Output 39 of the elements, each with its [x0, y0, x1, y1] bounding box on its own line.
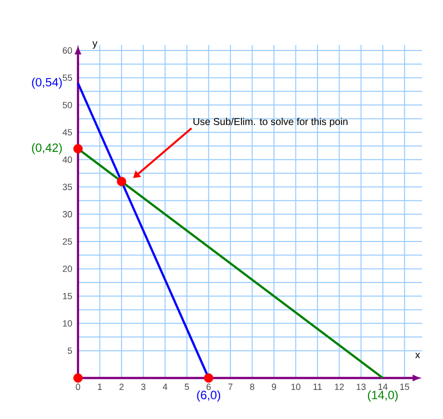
y-tick-label: 60 [62, 47, 72, 54]
x-tick-label: 3 [141, 384, 146, 390]
y-tick-label: 15 [63, 292, 72, 300]
x-tick-label: 8 [250, 384, 254, 390]
y-tick-label: 25 [62, 238, 72, 245]
y-axis-title: y [92, 41, 98, 49]
y-tick-label: 5 [68, 348, 72, 354]
point [204, 373, 214, 383]
y-tick-label: 50 [62, 102, 72, 108]
annotation: Use Sub/Elim. to solve for this poin [193, 118, 348, 128]
x-tick-label: 5 [184, 384, 189, 390]
point [73, 373, 83, 383]
x-axis-title: x [415, 352, 420, 358]
x-tick-label: 13 [356, 384, 366, 390]
x-tick-label: 12 [334, 384, 344, 390]
annotation: (0,54) [32, 78, 62, 89]
annotation: (6,0) [197, 390, 220, 402]
y-tick-label: 30 [62, 211, 72, 218]
x-tick-label: 9 [272, 384, 276, 390]
y-tick-label: 35 [62, 184, 72, 190]
y-tick-label: 20 [62, 266, 72, 272]
x-tick-label: 7 [228, 384, 232, 390]
y-tick-label: 45 [62, 129, 72, 136]
x-tick-label: 6 [206, 384, 211, 390]
x-tick-label: 4 [162, 384, 168, 390]
x-tick-label: 0 [76, 384, 80, 390]
x-tick-label: 1 [98, 384, 102, 390]
point [116, 176, 126, 186]
x-tick-label: 14 [378, 384, 388, 390]
point [73, 144, 83, 154]
x-tick-label: 11 [314, 384, 322, 390]
y-tick-label: 40 [62, 156, 72, 163]
x-tick-label: 10 [291, 384, 300, 390]
y-tick-label: 10 [63, 320, 72, 327]
x-tick-label: 15 [400, 384, 410, 390]
annotation: (0,42) [32, 143, 62, 154]
y-tick-label: 55 [62, 74, 72, 81]
annotation: (14,0) [368, 390, 398, 402]
x-tick-label: 2 [120, 384, 124, 390]
